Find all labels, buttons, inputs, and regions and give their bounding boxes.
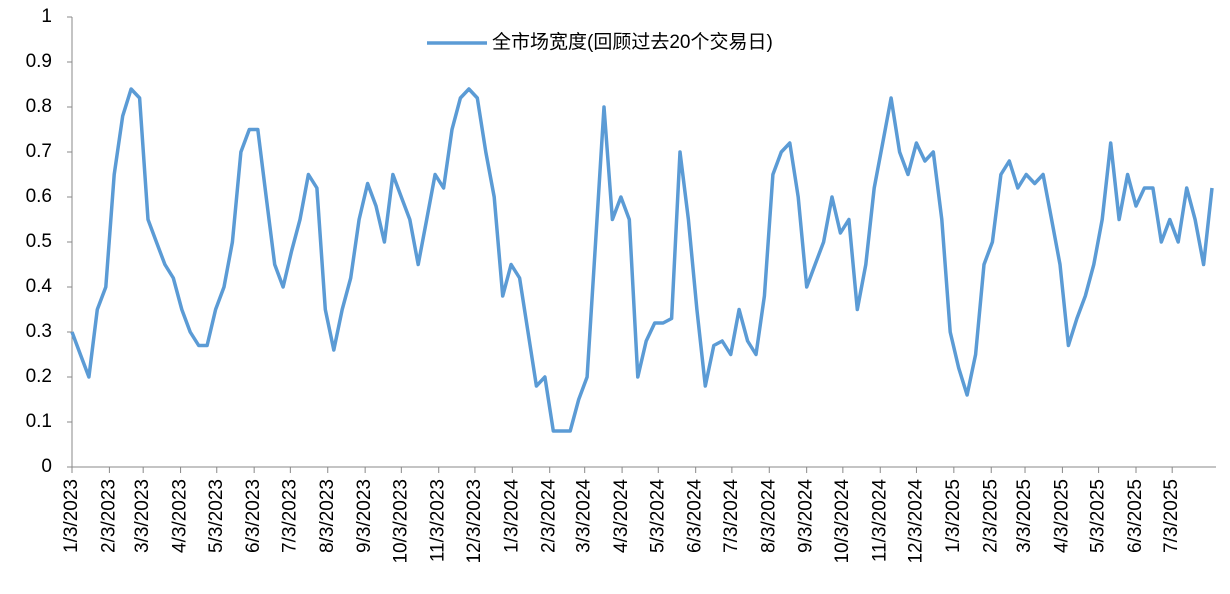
x-tick-label: 10/3/2024: [832, 479, 853, 564]
y-tick-label: 0.7: [26, 141, 52, 162]
x-tick-label: 7/3/2023: [279, 479, 300, 553]
y-tick-label: 0.9: [26, 51, 52, 72]
y-tick-label: 0.4: [26, 276, 53, 297]
x-tick-label: 8/3/2024: [758, 479, 779, 553]
x-tick-label: 2/3/2024: [539, 479, 560, 553]
x-tick-label: 6/3/2023: [243, 479, 264, 553]
x-tick-label: 1/3/2023: [61, 479, 82, 553]
x-tick-label: 2/3/2025: [980, 479, 1001, 553]
y-tick-label: 0.5: [26, 231, 52, 252]
x-tick-label: 12/3/2023: [464, 479, 485, 564]
x-tick-label: 10/3/2023: [390, 479, 411, 564]
x-tick-label: 4/3/2024: [611, 479, 632, 553]
y-tick-label: 0.3: [26, 321, 52, 342]
x-tick-label: 4/3/2025: [1051, 479, 1072, 553]
x-tick-label: 8/3/2023: [317, 479, 338, 553]
x-tick-label: 3/3/2025: [1014, 479, 1035, 553]
y-tick-label: 0.1: [26, 411, 52, 432]
x-tick-label: 6/3/2025: [1125, 479, 1146, 553]
y-tick-label: 1: [41, 6, 52, 27]
x-tick-label: 1/3/2024: [501, 479, 522, 553]
x-tick-label: 5/3/2024: [647, 479, 668, 553]
x-tick-label: 5/3/2025: [1088, 479, 1109, 553]
y-tick-label: 0.6: [26, 186, 52, 207]
x-tick-label: 3/3/2024: [574, 479, 595, 553]
x-tick-label: 11/3/2023: [428, 479, 449, 562]
x-tick-label: 12/3/2024: [905, 479, 926, 564]
x-tick-label: 2/3/2023: [98, 479, 119, 553]
series-line: [70, 87, 1214, 433]
x-tick-label: 11/3/2024: [869, 479, 890, 563]
y-tick-label: 0.2: [26, 366, 52, 387]
legend-label: 全市场宽度(回顾过去20个交易日): [492, 31, 773, 53]
x-tick-label: 3/3/2023: [132, 479, 153, 553]
x-tick-label: 7/3/2024: [721, 479, 742, 553]
x-tick-label: 7/3/2025: [1161, 479, 1182, 553]
y-tick-label: 0: [41, 456, 52, 477]
x-tick-label: 5/3/2023: [206, 479, 227, 553]
y-tick-label: 0.8: [26, 96, 52, 117]
x-tick-label: 4/3/2023: [170, 479, 191, 553]
x-tick-label: 1/3/2025: [943, 479, 964, 553]
x-tick-label: 9/3/2023: [354, 479, 375, 553]
x-tick-label: 9/3/2024: [796, 479, 817, 553]
x-tick-label: 6/3/2024: [685, 479, 706, 553]
